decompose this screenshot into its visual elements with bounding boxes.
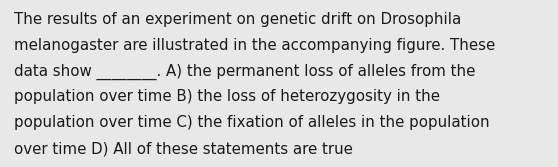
Text: data show ________. A) the permanent loss of alleles from the: data show ________. A) the permanent los… xyxy=(14,63,475,80)
Text: population over time C) the fixation of alleles in the population: population over time C) the fixation of … xyxy=(14,115,489,130)
Text: population over time B) the loss of heterozygosity in the: population over time B) the loss of hete… xyxy=(14,89,440,104)
Text: over time D) All of these statements are true: over time D) All of these statements are… xyxy=(14,141,353,156)
Text: melanogaster are illustrated in the accompanying figure. These: melanogaster are illustrated in the acco… xyxy=(14,38,495,53)
Text: The results of an experiment on genetic drift on Drosophila: The results of an experiment on genetic … xyxy=(14,12,461,27)
